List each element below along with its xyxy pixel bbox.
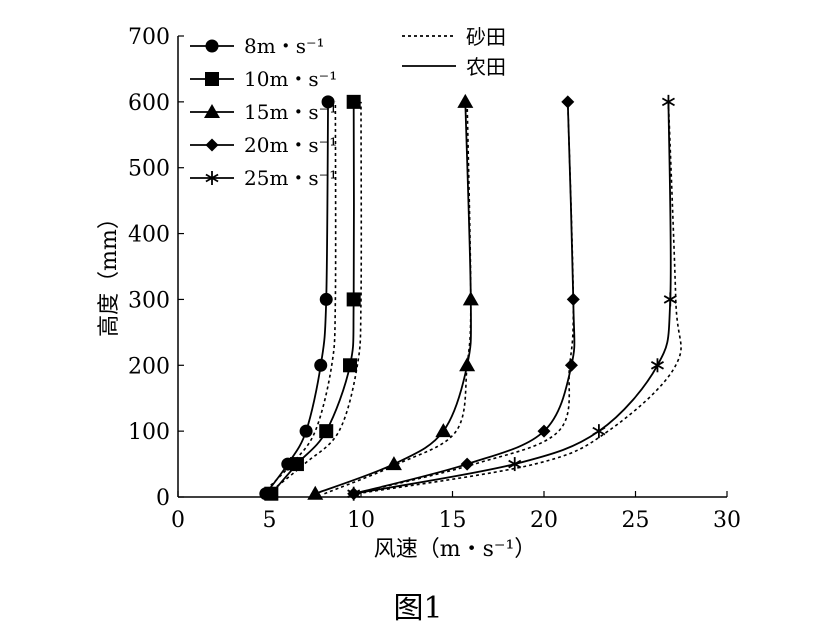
legend-label: 8m・s⁻¹	[244, 34, 325, 58]
data-point	[347, 486, 361, 501]
marker-stroke	[508, 459, 522, 469]
data-point	[561, 95, 575, 109]
y-tick-label: 300	[128, 288, 170, 313]
legend-marker	[205, 171, 219, 185]
legend-marker	[205, 39, 219, 53]
x-axis-title: 风速（m・s⁻¹）	[374, 537, 537, 562]
y-tick-label: 200	[128, 354, 170, 379]
data-point	[460, 457, 474, 471]
x-tick-label: 5	[263, 508, 277, 533]
x-tick-label: 10	[347, 508, 375, 533]
data-markers	[259, 93, 677, 501]
y-tick-label: 0	[156, 486, 170, 511]
data-point	[650, 358, 664, 373]
marker-stroke	[661, 97, 675, 107]
marker-stroke	[663, 295, 677, 304]
data-point	[462, 291, 479, 306]
data-point	[457, 93, 474, 108]
marker-stroke	[347, 489, 361, 498]
data-point	[264, 486, 279, 501]
marker-stroke	[650, 361, 664, 370]
data-point	[307, 485, 324, 500]
y-tick-label: 600	[128, 91, 170, 116]
farmland-curve	[353, 101, 576, 495]
legend-label: 10m・s⁻¹	[244, 67, 337, 91]
data-point	[314, 358, 328, 372]
legend-style-label: 农田	[466, 55, 506, 79]
marker-stroke	[592, 426, 606, 436]
legend-marker	[205, 72, 219, 86]
sandfield-curve	[261, 101, 337, 495]
figure-caption: 图1	[393, 591, 442, 626]
x-tick-label: 15	[439, 508, 467, 533]
y-tick-label: 400	[128, 223, 170, 248]
data-point	[343, 358, 358, 373]
x-tick-label: 30	[713, 508, 741, 533]
x-tick-label: 0	[171, 508, 185, 533]
y-tick-label: 100	[128, 420, 170, 445]
data-point	[592, 424, 606, 439]
legend-marker	[205, 138, 219, 152]
y-axis-title: 高度（mm）	[97, 207, 122, 337]
data-point	[508, 457, 522, 472]
data-point	[346, 94, 361, 109]
sandfield-curve	[357, 101, 682, 495]
data-point	[564, 358, 578, 372]
y-tick-label: 700	[128, 25, 170, 50]
data-point	[537, 424, 551, 438]
y-tick-label: 500	[128, 157, 170, 182]
farmland-curve	[353, 101, 672, 495]
legend-label: 20m・s⁻¹	[244, 133, 337, 157]
legend-label: 15m・s⁻¹	[244, 100, 337, 124]
x-tick-label: 20	[530, 508, 558, 533]
legend-marker	[204, 104, 220, 118]
data-point	[663, 292, 677, 307]
data-point	[299, 424, 313, 438]
data-point	[319, 424, 334, 439]
data-point	[321, 95, 335, 109]
farmland-curve	[265, 101, 329, 495]
data-point	[289, 457, 304, 472]
data-point	[459, 357, 476, 372]
data-point	[566, 292, 580, 306]
marker-stroke	[205, 173, 219, 183]
farmland-curve	[270, 101, 355, 495]
data-point	[385, 456, 402, 471]
data-point	[346, 292, 361, 307]
x-tick-label: 25	[622, 508, 650, 533]
data-point	[435, 423, 452, 438]
legend-style-label: 砂田	[466, 25, 506, 49]
data-point	[319, 292, 333, 306]
legend-label: 25m・s⁻¹	[244, 166, 337, 190]
data-point	[661, 94, 675, 109]
